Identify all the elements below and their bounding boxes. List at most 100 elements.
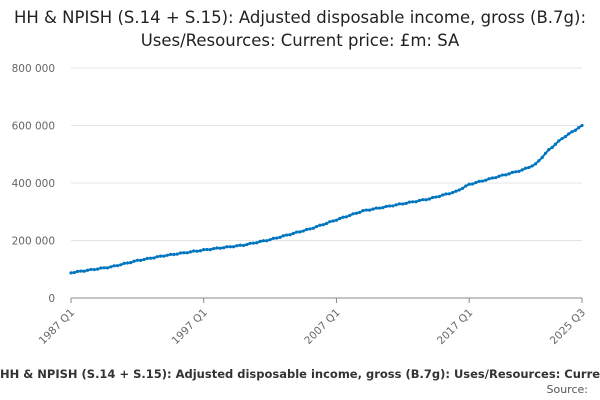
data-point[interactable]	[225, 245, 229, 249]
data-point[interactable]	[158, 254, 163, 258]
data-point[interactable]	[474, 181, 478, 185]
data-point[interactable]	[514, 170, 518, 174]
data-point[interactable]	[351, 212, 355, 216]
data-point[interactable]	[537, 159, 541, 163]
data-point[interactable]	[149, 256, 153, 260]
data-point[interactable]	[314, 224, 319, 229]
data-point[interactable]	[129, 261, 133, 265]
data-point[interactable]	[105, 266, 110, 270]
data-point[interactable]	[188, 250, 193, 254]
data-point[interactable]	[520, 168, 524, 172]
data-point[interactable]	[517, 169, 521, 173]
data-point[interactable]	[444, 192, 448, 196]
data-point[interactable]	[401, 202, 405, 206]
data-point[interactable]	[454, 189, 458, 193]
data-point[interactable]	[490, 176, 495, 180]
data-point[interactable]	[464, 184, 468, 188]
data-point[interactable]	[441, 193, 445, 197]
data-point[interactable]	[218, 246, 222, 250]
data-point[interactable]	[550, 145, 554, 150]
data-point[interactable]	[397, 202, 402, 206]
data-point[interactable]	[79, 269, 83, 273]
data-point[interactable]	[543, 151, 548, 155]
data-point[interactable]	[421, 198, 425, 202]
data-point[interactable]	[480, 179, 485, 183]
data-point[interactable]	[404, 201, 408, 205]
data-point[interactable]	[235, 244, 239, 248]
data-point[interactable]	[510, 170, 514, 174]
data-point[interactable]	[547, 148, 551, 152]
data-point[interactable]	[304, 227, 309, 232]
data-point[interactable]	[381, 206, 385, 210]
data-point[interactable]	[500, 173, 504, 177]
data-point[interactable]	[354, 211, 358, 215]
data-point[interactable]	[275, 236, 279, 240]
data-point[interactable]	[261, 239, 266, 243]
data-point[interactable]	[553, 142, 558, 146]
data-point[interactable]	[374, 206, 378, 210]
data-point[interactable]	[215, 246, 219, 250]
data-point[interactable]	[72, 270, 76, 275]
data-point[interactable]	[341, 215, 345, 219]
data-point[interactable]	[321, 223, 325, 227]
data-point[interactable]	[109, 265, 113, 269]
data-point[interactable]	[155, 255, 159, 259]
data-point[interactable]	[457, 188, 461, 192]
data-point[interactable]	[580, 123, 584, 128]
data-point[interactable]	[172, 252, 176, 257]
data-point[interactable]	[271, 236, 276, 240]
data-point[interactable]	[570, 130, 574, 134]
data-point[interactable]	[338, 216, 342, 221]
data-point[interactable]	[208, 248, 212, 252]
data-point[interactable]	[192, 249, 196, 253]
data-point[interactable]	[291, 231, 295, 235]
data-point[interactable]	[202, 248, 206, 252]
data-point[interactable]	[281, 234, 285, 238]
data-point[interactable]	[92, 267, 96, 272]
data-point[interactable]	[437, 194, 441, 199]
data-point[interactable]	[85, 268, 90, 272]
data-point[interactable]	[560, 136, 564, 141]
data-point[interactable]	[125, 261, 130, 265]
data-point[interactable]	[371, 207, 375, 211]
data-point[interactable]	[122, 261, 126, 265]
data-point[interactable]	[185, 251, 189, 255]
data-point[interactable]	[361, 208, 365, 213]
data-point[interactable]	[484, 178, 488, 182]
data-point[interactable]	[507, 172, 511, 176]
data-point[interactable]	[265, 239, 269, 243]
data-point[interactable]	[82, 269, 86, 273]
data-point[interactable]	[248, 241, 252, 245]
data-point[interactable]	[364, 208, 368, 212]
data-point[interactable]	[142, 257, 146, 262]
data-point[interactable]	[311, 226, 315, 230]
data-point[interactable]	[434, 195, 438, 199]
data-point[interactable]	[69, 271, 73, 275]
data-point[interactable]	[198, 249, 203, 253]
data-point[interactable]	[417, 198, 422, 203]
data-point[interactable]	[450, 191, 455, 195]
data-point[interactable]	[168, 252, 173, 256]
data-point[interactable]	[99, 266, 103, 270]
data-point[interactable]	[577, 126, 581, 130]
data-point[interactable]	[205, 247, 209, 252]
data-point[interactable]	[238, 243, 242, 247]
data-point[interactable]	[222, 246, 226, 250]
data-point[interactable]	[411, 200, 415, 204]
data-point[interactable]	[384, 204, 388, 208]
data-point[interactable]	[533, 162, 538, 166]
data-point[interactable]	[195, 249, 199, 253]
data-point[interactable]	[497, 174, 501, 178]
data-point[interactable]	[447, 192, 451, 196]
data-point[interactable]	[487, 177, 491, 181]
data-point[interactable]	[573, 128, 577, 132]
data-point[interactable]	[523, 166, 528, 170]
data-point[interactable]	[328, 220, 332, 224]
data-point[interactable]	[407, 200, 412, 204]
data-point[interactable]	[391, 204, 395, 208]
data-point[interactable]	[115, 264, 120, 268]
data-point[interactable]	[135, 258, 139, 262]
data-point[interactable]	[258, 239, 262, 243]
data-point[interactable]	[414, 200, 418, 204]
data-point[interactable]	[387, 204, 392, 208]
